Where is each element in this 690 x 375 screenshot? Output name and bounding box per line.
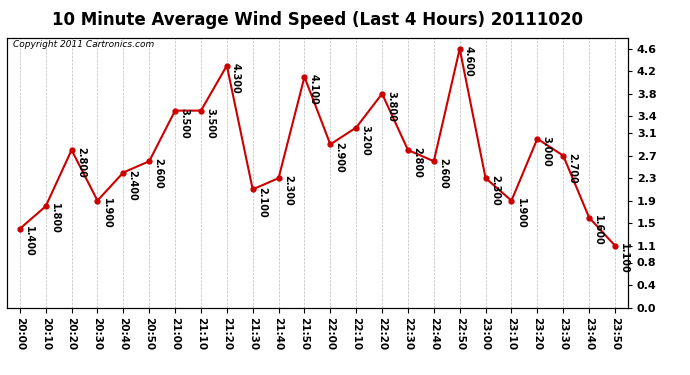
Text: 4.300: 4.300 (231, 63, 241, 94)
Text: 2.800: 2.800 (76, 147, 86, 178)
Text: 2.600: 2.600 (153, 159, 164, 189)
Text: 2.700: 2.700 (567, 153, 578, 184)
Text: 2.400: 2.400 (128, 170, 137, 201)
Text: 1.600: 1.600 (593, 215, 603, 246)
Text: 1.900: 1.900 (101, 198, 112, 229)
Text: 3.800: 3.800 (386, 91, 396, 122)
Text: 4.100: 4.100 (308, 74, 319, 105)
Text: Copyright 2011 Cartronics.com: Copyright 2011 Cartronics.com (13, 40, 155, 49)
Text: 2.900: 2.900 (335, 142, 344, 172)
Text: 10 Minute Average Wind Speed (Last 4 Hours) 20111020: 10 Minute Average Wind Speed (Last 4 Hou… (52, 11, 583, 29)
Text: 3.000: 3.000 (542, 136, 551, 167)
Text: 3.500: 3.500 (205, 108, 215, 139)
Text: 4.600: 4.600 (464, 46, 474, 77)
Text: 2.100: 2.100 (257, 187, 267, 218)
Text: 3.500: 3.500 (179, 108, 189, 139)
Text: 1.100: 1.100 (619, 243, 629, 274)
Text: 2.600: 2.600 (438, 159, 448, 189)
Text: 1.800: 1.800 (50, 204, 60, 234)
Text: 1.900: 1.900 (515, 198, 526, 229)
Text: 2.300: 2.300 (490, 176, 500, 206)
Text: 3.200: 3.200 (360, 125, 371, 156)
Text: 1.400: 1.400 (24, 226, 34, 257)
Text: 2.300: 2.300 (283, 176, 293, 206)
Text: 2.800: 2.800 (412, 147, 422, 178)
